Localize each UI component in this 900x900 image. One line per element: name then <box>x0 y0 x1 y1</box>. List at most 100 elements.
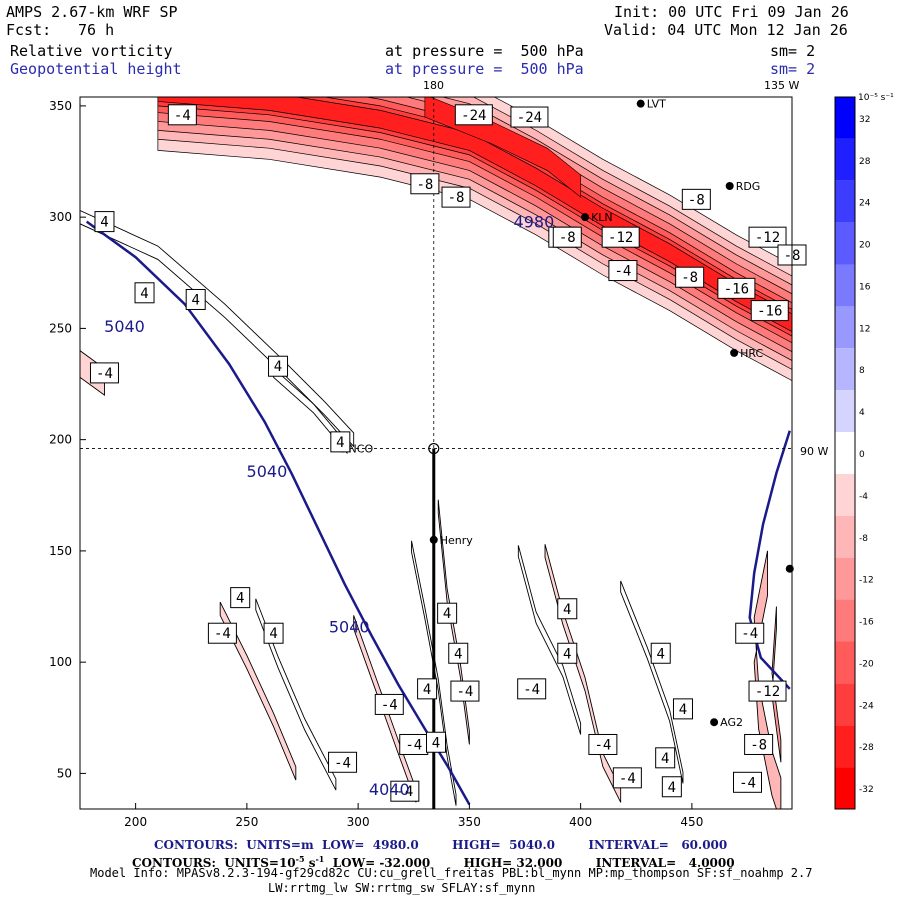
colorbar-label: -16 <box>859 618 874 628</box>
vorticity-label-box <box>735 622 765 644</box>
station-dot <box>581 213 590 222</box>
x-tick-label: 300 <box>347 815 370 829</box>
station-label: RDG <box>736 180 761 193</box>
colorbar-label: -8 <box>859 534 868 544</box>
vorticity-label-box <box>450 680 480 702</box>
colorbar-label: -32 <box>859 785 874 795</box>
forecast-label: Fcst: <box>6 21 52 39</box>
vorticity-label-box <box>750 300 789 322</box>
station-label: NCO <box>349 443 374 456</box>
vorticity-label-box <box>588 733 618 755</box>
x-tick-label: 400 <box>569 815 592 829</box>
y-tick-label: 200 <box>49 433 72 447</box>
forecast-hour: 76 h <box>78 21 115 39</box>
y-tick-label: 350 <box>49 99 72 113</box>
vorticity-label: -4 <box>174 108 191 124</box>
vorticity-label: -4 <box>614 264 631 280</box>
vorticity-label: 4 <box>274 359 282 375</box>
vorticity-label-box <box>374 693 404 715</box>
height-label: 5040 <box>104 317 145 336</box>
field1-name: Relative vorticity <box>10 42 173 60</box>
colorbar-label: -4 <box>859 492 868 502</box>
vorticity-label-box <box>134 282 155 304</box>
y-tick-label: 150 <box>49 544 72 558</box>
vorticity-label-box <box>517 678 547 700</box>
vorticity-label: 4 <box>191 292 199 308</box>
station-dot <box>636 99 645 108</box>
vorticity-label-box <box>417 678 438 700</box>
field2-name: Geopotential height <box>10 60 182 78</box>
vorticity-label: -16 <box>724 281 749 297</box>
vorticity-label-box <box>454 104 493 126</box>
station-dot <box>730 348 739 357</box>
vorticity-label-box <box>167 104 197 126</box>
vorticity-contour <box>517 545 582 735</box>
vort-info-post: LOW= -32.000 HIGH= 32.000 INTERVAL= 4.00… <box>324 856 735 870</box>
vorticity-label-box <box>744 733 774 755</box>
vorticity-label: -12 <box>755 230 780 246</box>
vorticity-label-box <box>426 731 446 753</box>
vorticity-label-box <box>601 226 640 248</box>
vorticity-label-box <box>207 622 237 644</box>
lon-label-180: 180 <box>423 79 444 92</box>
vorticity-label: -8 <box>559 230 576 246</box>
vorticity-label-box <box>328 751 358 773</box>
station-dot <box>785 564 794 573</box>
vorticity-label-box <box>94 211 115 233</box>
vorticity-label: -4 <box>96 366 113 382</box>
colorbar-segment <box>835 515 855 558</box>
colorbar-label: 32 <box>859 115 870 125</box>
model-info-2: LW:rrtmg_lw SW:rrtmg_sw SFLAY:sf_mynn <box>268 881 536 895</box>
vorticity-label: -24 <box>517 110 542 126</box>
vorticity-contour <box>544 544 622 803</box>
height-contour-labels: 5040 5040 5040 4040 4980 <box>104 213 554 799</box>
x-tick-label: 450 <box>680 815 703 829</box>
vorticity-label: 4 <box>140 286 148 302</box>
vorticity-label-box <box>717 277 756 299</box>
colorbar-label: -28 <box>859 743 874 753</box>
vorticity-label-box <box>330 431 351 453</box>
vorticity-label-box <box>448 642 469 664</box>
vorticity-label: 4 <box>563 602 571 618</box>
colorbar-label: -24 <box>859 701 874 711</box>
lat-label-90w: 90 W <box>800 445 829 458</box>
vorticity-label: -4 <box>456 684 473 700</box>
vorticity-label: -4 <box>739 775 756 791</box>
height-label: 5040 <box>329 618 370 637</box>
vorticity-contour <box>771 606 782 763</box>
vort-info-mid: s <box>304 856 316 870</box>
vorticity-label: 4 <box>432 735 440 751</box>
y-tick-label: 50 <box>57 766 72 780</box>
vorticity-label: 4 <box>668 780 676 796</box>
vorticity-label: -4 <box>619 771 636 787</box>
colorbar-segment <box>835 180 855 223</box>
field2-smoothing: sm= 2 <box>770 60 816 78</box>
colorbar-segment <box>835 97 855 139</box>
y-tick-label: 300 <box>49 210 72 224</box>
colorbar-segment <box>835 306 855 349</box>
height-contour-info: CONTOURS: UNITS=m LOW= 4980.0 HIGH= 5040… <box>154 838 728 852</box>
height-label: 5040 <box>247 462 288 481</box>
vorticity-label: 4 <box>679 702 687 718</box>
axes: 200 250 300 350 400 450 50 100 150 200 250 300 350 <box>49 99 703 829</box>
vorticity-label-box <box>185 288 206 310</box>
vorticity-label: -8 <box>448 190 465 206</box>
colorbar-segment <box>835 264 855 307</box>
vorticity-label-box <box>672 698 693 720</box>
vorticity-label: -4 <box>523 682 540 698</box>
colorbar-label: 20 <box>859 241 871 251</box>
x-tick-label: 200 <box>124 815 147 829</box>
station-label: HRC <box>740 347 763 360</box>
height-contour <box>85 220 471 806</box>
vorticity-label: 4 <box>236 591 244 607</box>
colorbar-segment <box>835 138 855 181</box>
vorticity-label: -8 <box>688 192 705 208</box>
vorticity-label-box <box>661 776 682 798</box>
vorticity-label: -4 <box>381 697 398 713</box>
vort-info-sup2: -1 <box>315 854 325 864</box>
vorticity-contour <box>273 367 348 455</box>
vorticity-label: 4 <box>336 435 344 451</box>
height-contour <box>748 430 791 690</box>
colorbar-segment <box>835 641 855 684</box>
vorticity-label-box <box>441 186 471 208</box>
